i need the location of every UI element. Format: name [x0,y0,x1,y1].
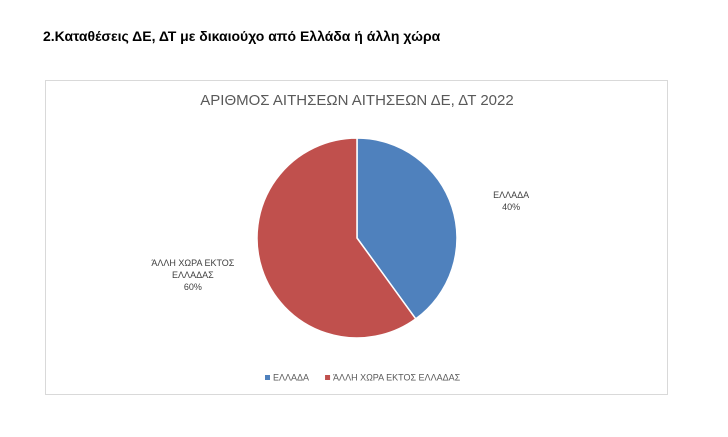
legend-label: ΆΛΛΗ ΧΩΡΑ ΕΚΤΟΣ ΕΛΛΑΔΑΣ [333,372,461,382]
legend-swatch [325,375,330,380]
data-label: ΆΛΛΗ ΧΩΡΑ ΕΚΤΟΣ ΕΛΛΑΔΑΣ60% [138,257,248,293]
label-category: ΆΛΛΗ ΧΩΡΑ ΕΚΤΟΣ ΕΛΛΑΔΑΣ [138,257,248,281]
legend-swatch [265,375,270,380]
page: 2.Καταθέσεις ΔΕ, ΔΤ με δικαιούχο από Ελλ… [0,0,728,437]
data-label: ΕΛΛΑΔΑ40% [456,189,566,213]
chart: ΑΡΙΘΜΟΣ ΑΙΤΗΣΕΩΝ ΑΙΤΗΣΕΩΝ ΔΕ, ΔΤ 2022 ΕΛ… [0,0,728,437]
label-value: 40% [456,201,566,213]
label-category: ΕΛΛΑΔΑ [456,189,566,201]
legend-label: ΕΛΛΑΔΑ [273,372,309,382]
chart-title: ΑΡΙΘΜΟΣ ΑΙΤΗΣΕΩΝ ΑΙΤΗΣΕΩΝ ΔΕ, ΔΤ 2022 [200,92,513,109]
label-value: 60% [138,281,248,293]
